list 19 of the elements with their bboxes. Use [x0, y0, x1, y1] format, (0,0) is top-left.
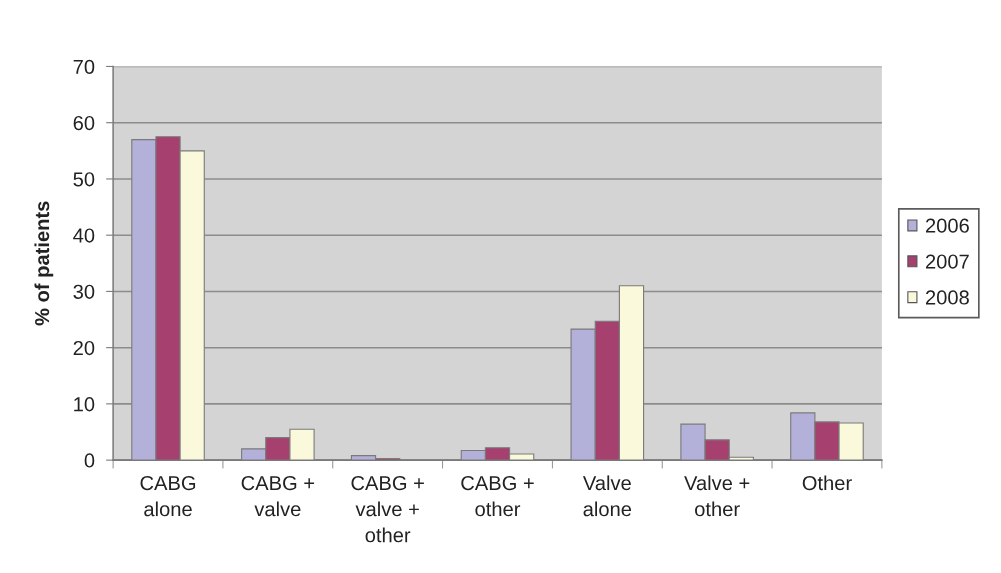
legend-label: 2008	[925, 290, 969, 305]
x-tick-label: CABG + other	[461, 475, 534, 517]
y-tick-label: 20	[73, 340, 95, 356]
x-tick-label: CABG alone	[140, 475, 196, 517]
x-tick-label: CABG + valve + other	[351, 475, 424, 543]
y-tick-label: 50	[73, 172, 95, 187]
y-tick-label: 30	[73, 284, 95, 299]
x-tick-label: Valve + other	[684, 475, 750, 517]
x-tick-label: Valve alone	[582, 475, 632, 517]
y-tick-label: 60	[73, 115, 95, 131]
y-tick-label: 40	[73, 228, 95, 243]
legend-label: 2006	[925, 218, 969, 233]
legend-label: 2007	[925, 254, 969, 269]
x-tick-label: CABG + valve	[241, 475, 315, 517]
y-tick-label: 70	[73, 59, 95, 74]
y-tick-label: 10	[74, 397, 95, 412]
x-tick-label: Other	[802, 475, 852, 491]
y-axis-title: % of patients	[34, 201, 54, 326]
y-tick-label: 0	[84, 453, 95, 468]
